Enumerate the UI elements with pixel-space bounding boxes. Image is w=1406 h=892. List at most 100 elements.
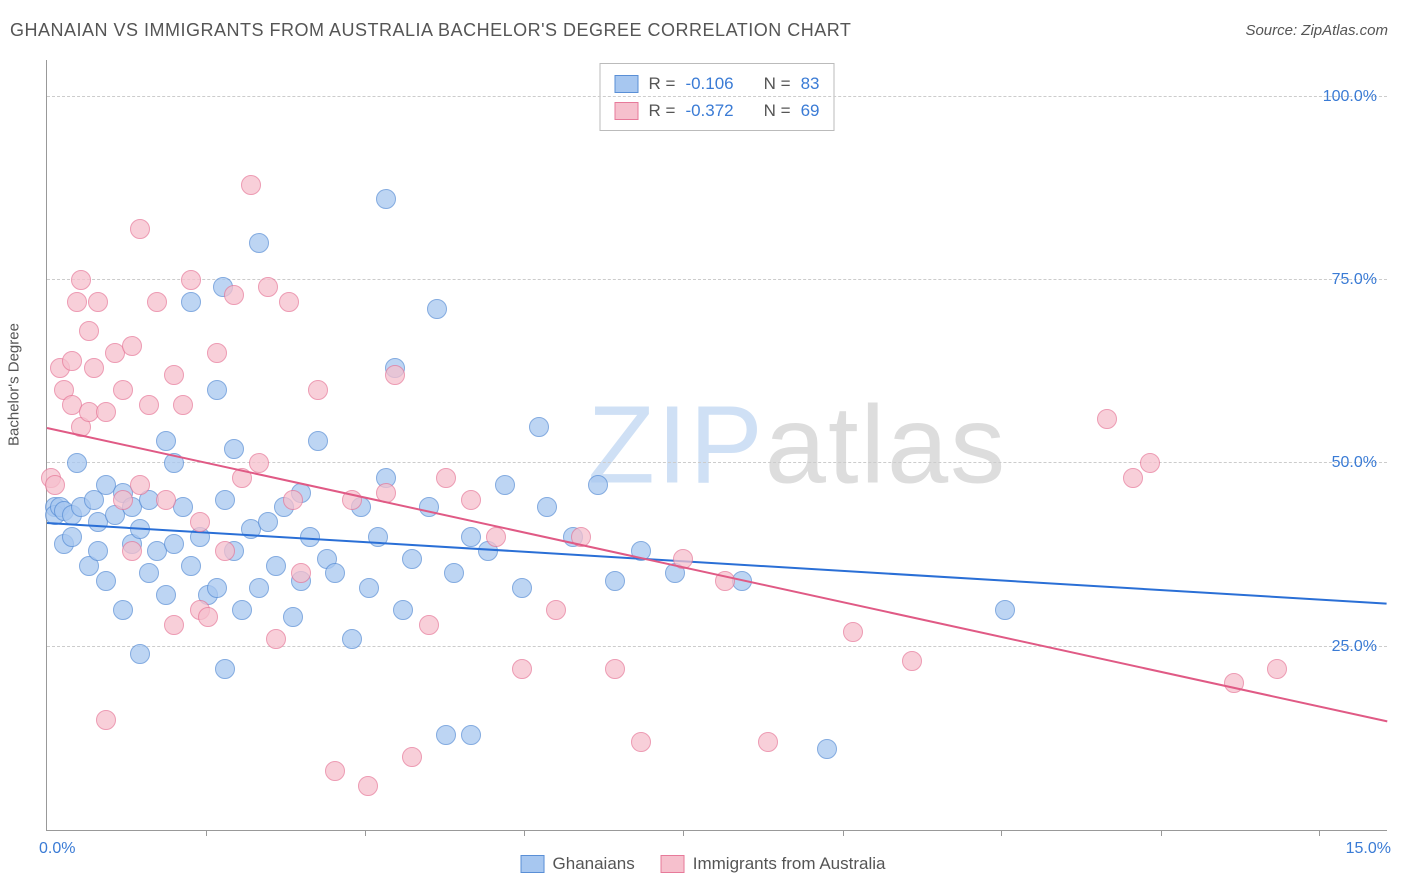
x-tick bbox=[206, 830, 207, 836]
data-point bbox=[258, 277, 278, 297]
chart-container: GHANAIAN VS IMMIGRANTS FROM AUSTRALIA BA… bbox=[0, 0, 1406, 892]
data-point bbox=[113, 600, 133, 620]
data-point bbox=[436, 468, 456, 488]
legend-series: Ghanaians Immigrants from Australia bbox=[521, 854, 886, 874]
data-point bbox=[164, 534, 184, 554]
data-point bbox=[529, 417, 549, 437]
data-point bbox=[393, 600, 413, 620]
watermark-zip: ZIP bbox=[588, 384, 765, 507]
data-point bbox=[96, 710, 116, 730]
data-point bbox=[342, 629, 362, 649]
data-point bbox=[173, 395, 193, 415]
data-point bbox=[512, 659, 532, 679]
x-tick-label: 15.0% bbox=[1346, 840, 1391, 858]
data-point bbox=[232, 600, 252, 620]
data-point bbox=[385, 365, 405, 385]
legend-swatch bbox=[521, 855, 545, 873]
data-point bbox=[45, 475, 65, 495]
data-point bbox=[461, 725, 481, 745]
data-point bbox=[444, 563, 464, 583]
x-tick bbox=[683, 830, 684, 836]
legend-swatch bbox=[615, 75, 639, 93]
legend-swatch bbox=[661, 855, 685, 873]
data-point bbox=[325, 563, 345, 583]
watermark: ZIPatlas bbox=[588, 382, 1007, 509]
data-point bbox=[402, 549, 422, 569]
data-point bbox=[79, 321, 99, 341]
legend-swatch bbox=[615, 102, 639, 120]
gridline bbox=[47, 279, 1387, 280]
data-point bbox=[139, 563, 159, 583]
y-axis-label: Bachelor's Degree bbox=[6, 323, 23, 446]
legend-label: Immigrants from Australia bbox=[693, 854, 886, 874]
data-point bbox=[758, 732, 778, 752]
data-point bbox=[249, 233, 269, 253]
gridline bbox=[47, 96, 1387, 97]
data-point bbox=[1097, 409, 1117, 429]
data-point bbox=[207, 380, 227, 400]
data-point bbox=[147, 292, 167, 312]
data-point bbox=[291, 563, 311, 583]
data-point bbox=[122, 541, 142, 561]
data-point bbox=[308, 431, 328, 451]
legend-item: Ghanaians bbox=[521, 854, 635, 874]
gridline bbox=[47, 646, 1387, 647]
x-tick bbox=[1319, 830, 1320, 836]
data-point bbox=[224, 285, 244, 305]
data-point bbox=[215, 490, 235, 510]
source-label: Source: ZipAtlas.com bbox=[1245, 22, 1388, 39]
data-point bbox=[67, 453, 87, 473]
data-point bbox=[461, 490, 481, 510]
data-point bbox=[122, 336, 142, 356]
data-point bbox=[902, 651, 922, 671]
watermark-atlas: atlas bbox=[765, 384, 1007, 507]
data-point bbox=[249, 578, 269, 598]
data-point bbox=[88, 292, 108, 312]
data-point bbox=[419, 615, 439, 635]
legend-stats: R =-0.106N =83R =-0.372N =69 bbox=[600, 63, 835, 131]
data-point bbox=[207, 578, 227, 598]
data-point bbox=[249, 453, 269, 473]
data-point bbox=[156, 490, 176, 510]
data-point bbox=[283, 490, 303, 510]
data-point bbox=[241, 175, 261, 195]
gridline bbox=[47, 462, 1387, 463]
legend-n-value: 83 bbox=[801, 70, 820, 97]
y-tick-label: 25.0% bbox=[1332, 638, 1377, 656]
data-point bbox=[436, 725, 456, 745]
y-tick-label: 100.0% bbox=[1323, 88, 1377, 106]
data-point bbox=[1123, 468, 1143, 488]
legend-r-label: R = bbox=[649, 70, 676, 97]
y-tick-label: 50.0% bbox=[1332, 454, 1377, 472]
legend-n-label: N = bbox=[764, 97, 791, 124]
data-point bbox=[164, 615, 184, 635]
data-point bbox=[376, 189, 396, 209]
plot-area: ZIPatlas R =-0.106N =83R =-0.372N =69 25… bbox=[46, 60, 1387, 831]
legend-r-value: -0.372 bbox=[685, 97, 733, 124]
data-point bbox=[88, 541, 108, 561]
data-point bbox=[605, 659, 625, 679]
trend-line bbox=[47, 522, 1387, 605]
data-point bbox=[266, 629, 286, 649]
data-point bbox=[588, 475, 608, 495]
data-point bbox=[358, 776, 378, 796]
data-point bbox=[84, 358, 104, 378]
data-point bbox=[190, 512, 210, 532]
data-point bbox=[308, 380, 328, 400]
x-tick bbox=[1161, 830, 1162, 836]
data-point bbox=[215, 541, 235, 561]
data-point bbox=[1267, 659, 1287, 679]
x-tick bbox=[1001, 830, 1002, 836]
legend-stat-row: R =-0.106N =83 bbox=[615, 70, 820, 97]
data-point bbox=[283, 607, 303, 627]
legend-stat-row: R =-0.372N =69 bbox=[615, 97, 820, 124]
data-point bbox=[156, 431, 176, 451]
data-point bbox=[224, 439, 244, 459]
data-point bbox=[843, 622, 863, 642]
data-point bbox=[258, 512, 278, 532]
data-point bbox=[62, 527, 82, 547]
legend-r-value: -0.106 bbox=[685, 70, 733, 97]
data-point bbox=[359, 578, 379, 598]
data-point bbox=[605, 571, 625, 591]
x-tick-label: 0.0% bbox=[39, 840, 75, 858]
